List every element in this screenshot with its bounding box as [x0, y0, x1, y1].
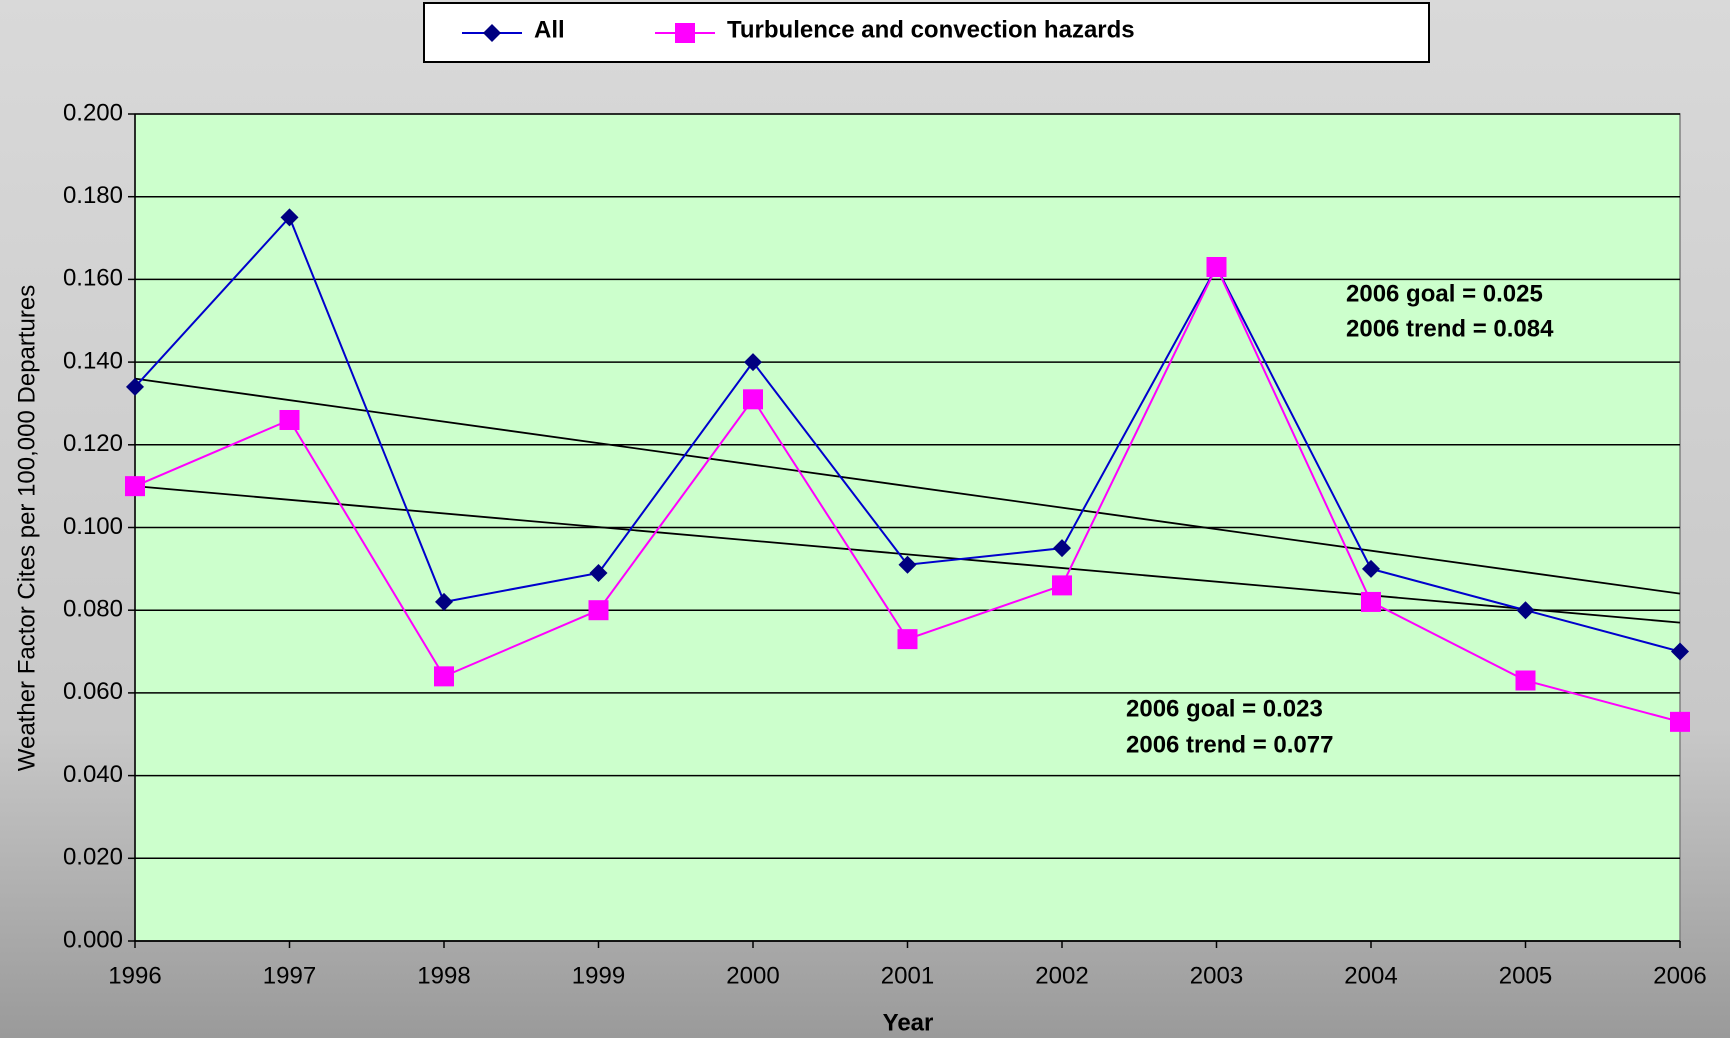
x-tick-label: 1999: [572, 962, 625, 989]
y-tick-label: 0.100: [63, 513, 123, 540]
y-tick-label: 0.020: [63, 844, 123, 871]
marker: [125, 476, 145, 496]
y-tick-label: 0.080: [63, 596, 123, 623]
legend-item: Turbulence and convection hazards: [655, 16, 1135, 43]
marker: [589, 600, 609, 620]
annotation: 2006 goal = 0.025: [1346, 280, 1543, 307]
y-tick-label: 0.160: [63, 265, 123, 292]
legend-label: All: [534, 16, 565, 43]
x-tick-label: 2003: [1190, 962, 1243, 989]
x-tick-label: 2004: [1344, 962, 1397, 989]
y-tick-label: 0.000: [63, 926, 123, 953]
y-tick-label: 0.060: [63, 678, 123, 705]
marker: [743, 389, 763, 409]
marker: [1207, 257, 1227, 277]
chart: Weather Factor Cites per 100,000 Departu…: [0, 0, 1730, 1038]
y-tick-label: 0.040: [63, 761, 123, 788]
x-axis-label: Year: [883, 1009, 934, 1036]
x-tick-label: 1996: [108, 962, 161, 989]
y-tick-label: 0.200: [63, 99, 123, 126]
y-tick-label: 0.180: [63, 182, 123, 209]
annotation: 2006 goal = 0.023: [1126, 695, 1323, 722]
x-tick-label: 2000: [726, 962, 779, 989]
y-tick-label: 0.120: [63, 430, 123, 457]
x-tick-label: 1998: [417, 962, 470, 989]
annotation: 2006 trend = 0.084: [1346, 315, 1554, 342]
marker: [1052, 575, 1072, 595]
y-axis-label: Weather Factor Cites per 100,000 Departu…: [13, 285, 40, 771]
annotation: 2006 trend = 0.077: [1126, 731, 1333, 758]
marker: [280, 410, 300, 430]
marker: [898, 629, 918, 649]
legend-label: Turbulence and convection hazards: [727, 16, 1135, 43]
marker: [1670, 712, 1690, 732]
marker: [675, 23, 695, 43]
x-tick-label: 2002: [1035, 962, 1088, 989]
marker: [1516, 670, 1536, 690]
marker: [434, 666, 454, 686]
marker: [1361, 592, 1381, 612]
x-tick-label: 1997: [263, 962, 316, 989]
x-tick-label: 2005: [1499, 962, 1552, 989]
x-tick-label: 2001: [881, 962, 934, 989]
y-tick-label: 0.140: [63, 347, 123, 374]
x-tick-label: 2006: [1653, 962, 1706, 989]
